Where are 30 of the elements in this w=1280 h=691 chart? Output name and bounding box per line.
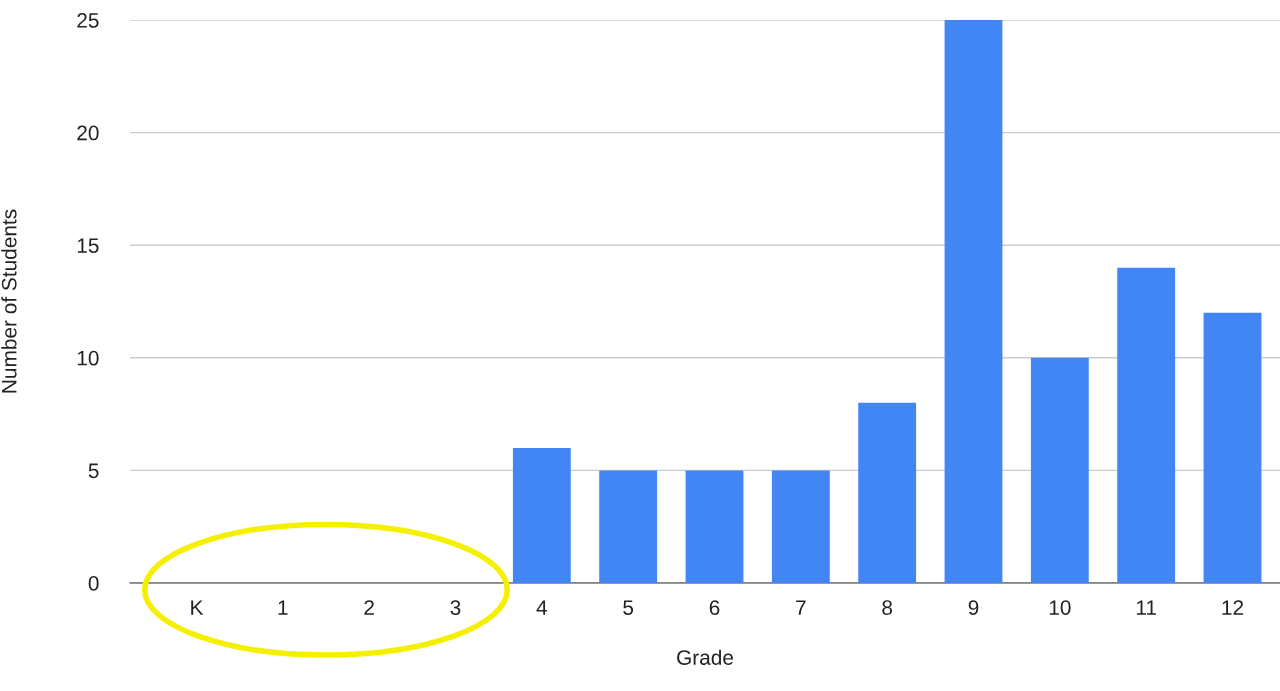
bar (944, 20, 1003, 583)
y-tick-label: 10 (77, 350, 99, 366)
y-tick-label: 20 (77, 125, 99, 141)
y-tick-label: 0 (88, 576, 99, 591)
y-tick-label: 25 (77, 13, 99, 28)
x-tick-label: 4 (536, 600, 548, 615)
bar (599, 470, 658, 583)
bar (858, 402, 917, 583)
x-tick-label: 2 (364, 600, 374, 615)
bar (1203, 312, 1262, 583)
y-axis-title: Number of Students (1, 209, 17, 393)
x-tick-label: 3 (450, 600, 461, 615)
x-tick-label: 10 (1049, 600, 1071, 615)
x-tick-label: K (191, 600, 204, 615)
y-tick-label: 5 (88, 463, 99, 479)
y-tick-label: 15 (77, 238, 99, 253)
x-axis-title: Grade (677, 649, 734, 665)
bar (1030, 357, 1089, 583)
bar (512, 447, 571, 583)
bar (771, 470, 830, 583)
bar (685, 470, 744, 583)
x-tick-label: 6 (709, 600, 720, 615)
x-tick-label: 12 (1222, 600, 1244, 615)
x-tick-label: 8 (882, 600, 893, 615)
x-tick-label: 11 (1136, 600, 1156, 615)
x-tick-label: 5 (623, 600, 634, 615)
x-tick-label: 9 (968, 600, 979, 615)
x-tick-label: 1 (278, 600, 288, 615)
x-tick-label: 7 (796, 600, 806, 615)
bar (1117, 267, 1176, 583)
